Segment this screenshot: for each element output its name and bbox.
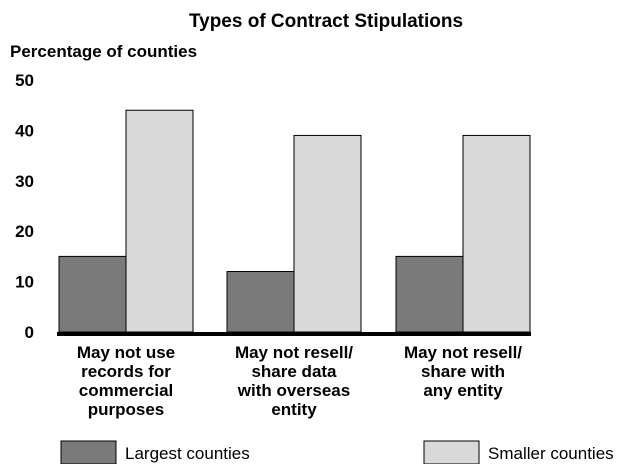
y-tick-label: 30 (15, 172, 34, 191)
bar-smaller-1 (125, 109, 194, 333)
y-tick-label: 40 (15, 121, 34, 140)
y-tick-label: 50 (15, 71, 34, 90)
legend-swatch (60, 440, 117, 464)
category-label-line: purposes (88, 400, 165, 419)
y-axis-label: Percentage of counties (10, 42, 197, 61)
category-label-line: share with (421, 362, 505, 381)
legend-label: Largest counties (125, 444, 250, 463)
legend-swatch (423, 440, 480, 464)
category-labels: May not use records for commercial purposes… (77, 343, 522, 419)
bar-largest-3 (395, 255, 464, 333)
bar-largest-1 (58, 255, 127, 333)
y-tick-label: 10 (15, 273, 34, 292)
legend: Largest counties Smaller counties (60, 440, 614, 464)
bar-smaller-2 (293, 134, 362, 333)
bar-smaller-3 (462, 134, 531, 333)
category-label: May not resell/share data with overseas en… (235, 343, 353, 419)
category-label-line: entity (271, 400, 317, 419)
category-label-line: records for (81, 362, 171, 381)
bar-largest-2 (226, 271, 295, 333)
category-label-line: May not use (77, 343, 175, 362)
category-label-line: May not resell/ (404, 343, 522, 362)
legend-label: Smaller counties (488, 444, 614, 463)
bars (58, 109, 531, 333)
chart-title: Types of Contract Stipulations (189, 11, 463, 32)
category-label-line: commercial (79, 381, 174, 400)
category-label-line: any entity (423, 381, 503, 400)
y-axis-ticks: 0 10 20 30 40 50 (15, 71, 34, 342)
category-label: May not resell/share with any entity (404, 343, 522, 400)
y-tick-label: 20 (15, 222, 34, 241)
category-label-line: May not resell/ (235, 343, 353, 362)
y-tick-label: 0 (25, 323, 34, 342)
category-label: May not use records for commercial purposes (77, 343, 175, 419)
category-label-line: share data (251, 362, 337, 381)
category-label-line: with overseas (237, 381, 350, 400)
